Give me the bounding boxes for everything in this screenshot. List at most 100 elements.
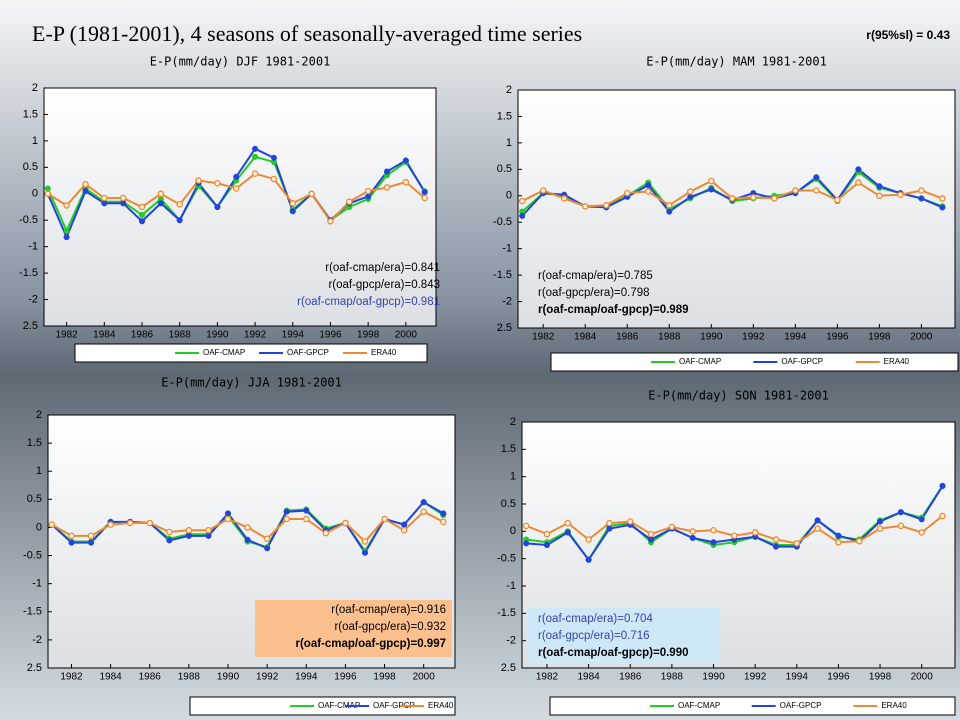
x-tick-label: 1992 xyxy=(244,330,267,341)
x-tick-label: 1994 xyxy=(784,332,807,343)
data-point xyxy=(365,193,372,200)
x-tick-label: 1994 xyxy=(282,330,305,341)
annotation: r(oaf-cmap/era)=0.841 xyxy=(325,262,440,274)
y-tick-label: 2 xyxy=(506,84,512,96)
data-point xyxy=(708,177,715,185)
data-point xyxy=(138,218,146,225)
annotation-box xyxy=(255,600,452,657)
x-tick-label: 1986 xyxy=(131,330,154,341)
x-tick-label: 1986 xyxy=(139,672,162,683)
data-point xyxy=(855,537,863,545)
legend xyxy=(189,696,456,716)
data-point xyxy=(233,173,240,180)
legend xyxy=(74,343,428,363)
data-point xyxy=(918,529,925,536)
data-point xyxy=(421,194,428,202)
data-point xyxy=(602,202,610,209)
x-tick-label: 1986 xyxy=(616,332,639,343)
x-tick-label: 1990 xyxy=(217,672,240,683)
y-tick-label: 2.5 xyxy=(27,662,42,674)
data-point xyxy=(308,190,315,198)
data-point xyxy=(68,539,75,546)
data-point xyxy=(539,187,547,194)
y-tick-label: -0.5 xyxy=(19,214,38,226)
data-point xyxy=(772,536,780,543)
y-tick-label: 2 xyxy=(32,82,38,94)
data-point xyxy=(645,188,652,195)
data-point xyxy=(687,188,694,195)
data-point xyxy=(283,515,290,523)
significance: r(95%sl) = 0.43 xyxy=(866,28,950,42)
data-point xyxy=(647,530,655,538)
data-point xyxy=(232,185,240,192)
data-point xyxy=(835,539,842,546)
data-point xyxy=(402,178,410,186)
data-point xyxy=(648,536,655,543)
data-point xyxy=(585,556,592,563)
data-point xyxy=(918,195,925,202)
x-tick-label: 1988 xyxy=(178,672,201,683)
data-point xyxy=(877,518,884,525)
data-point xyxy=(708,186,715,193)
data-point xyxy=(402,157,409,164)
data-point xyxy=(283,508,290,515)
data-point xyxy=(522,522,530,530)
data-point xyxy=(729,195,736,202)
data-point xyxy=(523,540,530,547)
x-tick-label: 1988 xyxy=(169,330,192,341)
data-point xyxy=(322,529,330,537)
y-tick-label: 1 xyxy=(36,465,42,477)
y-tick-label: 2 xyxy=(36,409,42,421)
x-tick-label: 1984 xyxy=(577,672,600,683)
x-tick-label: 1992 xyxy=(256,672,279,683)
data-point xyxy=(361,549,369,556)
data-point xyxy=(771,195,778,202)
y-tick-label: 1.5 xyxy=(27,437,42,449)
data-point xyxy=(289,200,297,207)
data-point xyxy=(364,187,372,195)
x-tick-label: 2000 xyxy=(395,330,418,341)
x-tick-label: 2000 xyxy=(911,672,934,683)
x-tick-label: 1996 xyxy=(334,672,357,683)
annotation: r(oaf-cmap/oaf-gpcp)=0.981 xyxy=(297,296,440,308)
annotation: r(oaf-gpcp/era)=0.716 xyxy=(538,630,650,642)
data-point xyxy=(107,521,114,528)
y-tick-label: -0.5 xyxy=(493,216,512,228)
x-tick-label: 1994 xyxy=(786,672,809,683)
x-tick-label: 1996 xyxy=(827,672,850,683)
data-point xyxy=(346,198,353,205)
data-point xyxy=(48,521,56,528)
data-point xyxy=(813,187,820,194)
x-tick-label: 1986 xyxy=(619,672,642,683)
y-tick-label: -1 xyxy=(502,243,512,255)
data-point xyxy=(381,515,388,523)
legend-label: OAF-CMAP xyxy=(679,357,721,366)
x-tick-label: 1982 xyxy=(532,332,555,343)
data-point xyxy=(244,524,251,531)
data-point xyxy=(876,183,883,190)
data-point xyxy=(710,526,717,534)
data-point xyxy=(420,508,427,515)
x-tick-label: 1994 xyxy=(295,672,318,683)
data-point xyxy=(224,510,232,517)
y-tick-label: 0 xyxy=(36,521,42,533)
data-point xyxy=(270,175,278,183)
data-point xyxy=(401,521,408,528)
data-point xyxy=(120,200,127,207)
annotation: r(oaf-cmap/era)=0.785 xyxy=(538,270,653,282)
data-point xyxy=(585,536,592,543)
x-tick-label: 2000 xyxy=(910,332,933,343)
data-point xyxy=(918,187,925,194)
data-point xyxy=(543,541,551,549)
legend-label: OAF-CMAP xyxy=(678,701,720,710)
data-point xyxy=(876,192,883,200)
y-tick-label: 2 xyxy=(510,416,516,428)
x-tick-label: 1990 xyxy=(702,672,725,683)
y-tick-label: 2.5 xyxy=(497,322,512,334)
data-point xyxy=(897,522,905,530)
y-tick-label: 0.5 xyxy=(501,498,516,510)
data-point xyxy=(606,519,613,527)
annotation: r(oaf-gpcp/era)=0.843 xyxy=(328,279,440,291)
data-point xyxy=(814,525,821,532)
